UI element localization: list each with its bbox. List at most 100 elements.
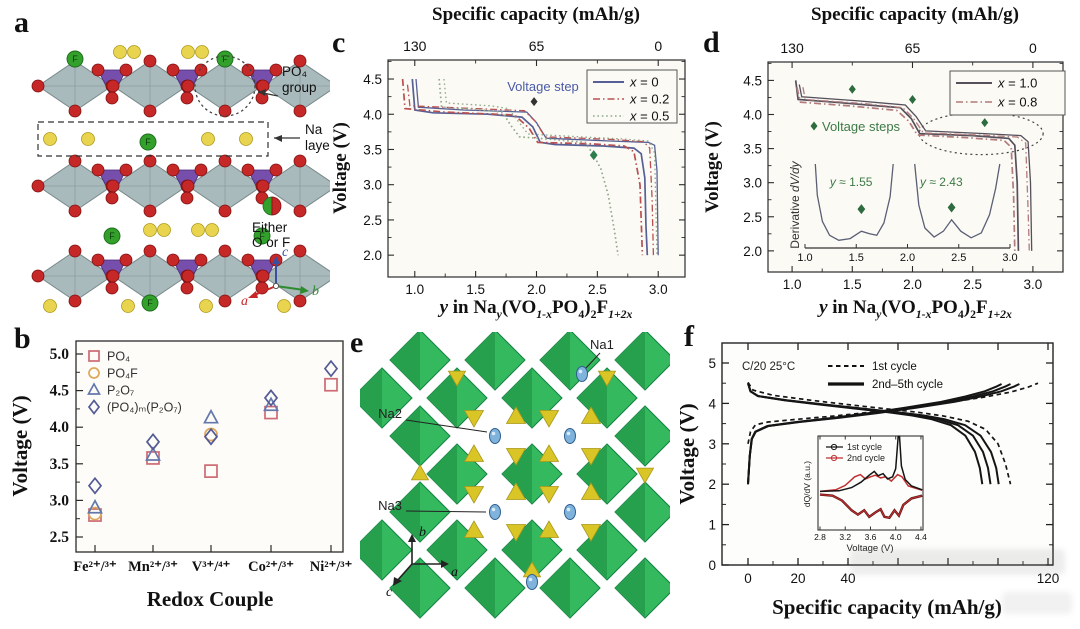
svg-text:4.5: 4.5 <box>743 73 762 88</box>
svg-text:3.6: 3.6 <box>865 532 877 542</box>
svg-text:3.2: 3.2 <box>839 532 851 542</box>
svg-text:Co²⁺/³⁺: Co²⁺/³⁺ <box>248 559 294 575</box>
svg-text:layer: layer <box>305 138 330 153</box>
svg-text:4.0: 4.0 <box>743 108 762 123</box>
svg-text:a: a <box>241 294 248 309</box>
svg-text:F: F <box>147 298 153 308</box>
svg-text:130: 130 <box>780 40 804 56</box>
svg-text:C/20 25°C: C/20 25°C <box>742 361 795 373</box>
svg-text:Specific capacity (mAh/g): Specific capacity (mAh/g) <box>811 4 1019 25</box>
svg-text:F: F <box>145 137 151 147</box>
svg-text:Na1: Na1 <box>590 337 614 352</box>
svg-text:2nd cycle: 2nd cycle <box>847 453 885 463</box>
voltage-steps-annotation: Voltage steps <box>810 84 989 134</box>
svg-text:c: c <box>282 245 289 260</box>
svg-text:y ≈ 1.55: y ≈ 1.55 <box>829 175 873 189</box>
svg-text:4.0: 4.0 <box>363 107 382 122</box>
svg-text:20: 20 <box>790 571 805 586</box>
svg-text:2.5: 2.5 <box>588 282 607 297</box>
svg-text:3.5: 3.5 <box>50 456 70 473</box>
svg-text:1.0: 1.0 <box>405 282 424 297</box>
na-layer-annotation: Nalayer <box>274 122 330 153</box>
panel-c-letter: c <box>332 26 346 59</box>
svg-text:4.4: 4.4 <box>915 532 927 542</box>
svg-text:3.0: 3.0 <box>1024 277 1043 292</box>
watermark-smudge <box>1002 592 1072 614</box>
svg-text:2: 2 <box>708 477 716 492</box>
panel-f-letter: f <box>684 320 694 353</box>
svg-text:3.0: 3.0 <box>50 492 70 509</box>
svg-text:Na: Na <box>305 122 323 137</box>
svg-text:2.5: 2.5 <box>951 252 966 264</box>
svg-text:5.0: 5.0 <box>50 346 70 363</box>
svg-text:3.5: 3.5 <box>743 142 762 157</box>
svg-text:2.0: 2.0 <box>743 244 762 259</box>
svg-text:x = 1.0: x = 1.0 <box>997 76 1037 91</box>
svg-text:F: F <box>109 231 115 241</box>
svg-text:b: b <box>312 284 319 299</box>
svg-text:2.0: 2.0 <box>363 248 382 263</box>
svg-text:2.8: 2.8 <box>814 532 826 542</box>
svg-text:Voltage (V): Voltage (V) <box>10 395 32 496</box>
legend: x = 1.0 x = 0.8 <box>949 70 1066 116</box>
svg-text:3.0: 3.0 <box>363 178 382 193</box>
svg-text:0: 0 <box>1029 40 1037 56</box>
svg-text:4.5: 4.5 <box>363 72 382 87</box>
legend: x = 0 x = 0.2 x = 0.5 <box>586 69 678 124</box>
svg-text:5: 5 <box>708 356 716 371</box>
svg-text:(PO₄)ₘ(P₂O₇): (PO₄)ₘ(P₂O₇) <box>107 401 182 415</box>
panel-d-xaxis-formula: y in Nay(VO1-xPO4)2F1+2x <box>819 297 1012 321</box>
svg-text:dQ/dV (a.u.): dQ/dV (a.u.) <box>802 461 812 507</box>
svg-text:1st cycle: 1st cycle <box>872 361 917 373</box>
svg-text:3.0: 3.0 <box>743 176 762 191</box>
legend: PO₄ PO₄F P₂O₇ (PO₄)ₘ(P₂O₇) <box>87 350 182 415</box>
svg-text:x = 0: x = 0 <box>629 75 659 90</box>
svg-text:Either: Either <box>252 220 288 235</box>
panel-f-cycling-chart: 0 1 2 3 4 5 0 20 40 120 Specific capacity (mAh/g) V… <box>680 342 1059 619</box>
voltage-step-annotation: Voltage step <box>507 79 579 107</box>
svg-text:group: group <box>282 80 317 95</box>
svg-text:Na2: Na2 <box>378 406 402 421</box>
svg-text:Voltage steps: Voltage steps <box>822 119 901 134</box>
panel-e-crystal-structure: Na1 Na2 Na3 b a c <box>360 332 670 619</box>
svg-text:0: 0 <box>654 38 662 54</box>
svg-text:Fe²⁺/³⁺: Fe²⁺/³⁺ <box>73 559 117 575</box>
svg-text:130: 130 <box>403 38 427 54</box>
svg-text:Specific capacity (mAh/g): Specific capacity (mAh/g) <box>772 595 1002 619</box>
svg-text:Mn²⁺/³⁺: Mn²⁺/³⁺ <box>128 559 178 575</box>
svg-text:P₂O₇: P₂O₇ <box>107 384 134 398</box>
svg-text:Na3: Na3 <box>378 498 402 513</box>
svg-text:c: c <box>386 585 393 600</box>
svg-text:V³⁺/⁴⁺: V³⁺/⁴⁺ <box>192 559 231 575</box>
svg-text:Ni²⁺/³⁺: Ni²⁺/³⁺ <box>310 559 353 575</box>
svg-text:x = 0.5: x = 0.5 <box>629 109 669 124</box>
svg-text:4.5: 4.5 <box>50 383 70 400</box>
axis-glyph: c a b <box>241 245 319 309</box>
svg-text:0: 0 <box>708 558 716 573</box>
svg-text:a: a <box>451 565 458 580</box>
svg-text:y ≈ 2.43: y ≈ 2.43 <box>919 175 963 189</box>
svg-text:1.5: 1.5 <box>843 277 862 292</box>
svg-text:F: F <box>259 231 265 241</box>
svg-text:2.0: 2.0 <box>903 277 922 292</box>
svg-text:2.0: 2.0 <box>527 282 546 297</box>
svg-text:F: F <box>72 54 78 64</box>
svg-text:Redox Couple: Redox Couple <box>147 587 274 611</box>
svg-text:4: 4 <box>708 396 716 411</box>
svg-text:F: F <box>222 54 228 64</box>
svg-text:1: 1 <box>708 518 716 533</box>
svg-text:x = 0.2: x = 0.2 <box>629 92 669 107</box>
svg-text:65: 65 <box>529 38 545 54</box>
svg-text:Derivative dV/dy: Derivative dV/dy <box>788 160 802 248</box>
svg-text:O or F: O or F <box>252 235 290 250</box>
svg-text:x = 0.8: x = 0.8 <box>997 95 1037 110</box>
svg-text:Voltage (V): Voltage (V) <box>680 403 699 504</box>
svg-text:2nd–5th cycle: 2nd–5th cycle <box>872 379 943 391</box>
svg-text:1.5: 1.5 <box>466 282 485 297</box>
svg-text:3.0: 3.0 <box>1002 252 1017 264</box>
panel-c-xaxis-formula: y in Nay(VO1-xPO4)2F1+2x <box>439 297 633 321</box>
svg-text:3: 3 <box>708 437 716 452</box>
